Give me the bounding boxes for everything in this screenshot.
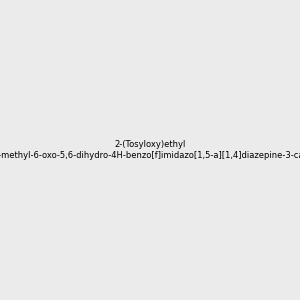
Text: 2-(Tosyloxy)ethyl 8-fluoro-5-methyl-6-oxo-5,6-dihydro-4H-benzo[f]imidazo[1,5-a][: 2-(Tosyloxy)ethyl 8-fluoro-5-methyl-6-ox… <box>0 140 300 160</box>
